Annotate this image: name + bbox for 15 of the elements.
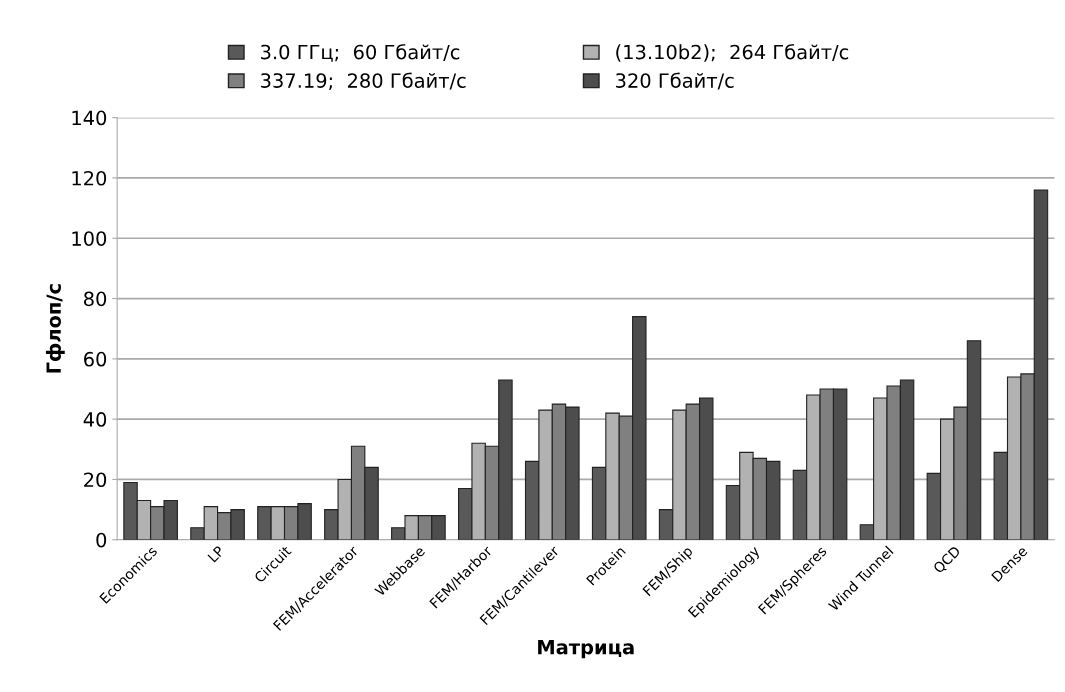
y-axis-title: Гфлоп/с xyxy=(45,284,65,373)
y-tick-label: 20 xyxy=(84,472,107,488)
y-tick-label: 60 xyxy=(84,351,107,367)
legend-label: 337.19; 280 Гбайт/с xyxy=(261,72,466,90)
legend-label: (13.10b2); 264 Гбайт/с xyxy=(616,44,849,62)
legend-label: 320 Гбайт/с xyxy=(616,72,734,90)
legend-label: 3.0 ГГц; 60 Гбайт/с xyxy=(261,44,460,62)
x-axis-title: Матрица xyxy=(538,640,634,659)
y-tick-label: 80 xyxy=(84,291,107,307)
y-tick-label: 0 xyxy=(96,532,107,548)
y-tick-label: 100 xyxy=(72,231,107,246)
y-tick-label: 40 xyxy=(83,412,107,427)
x-tick-label: LP xyxy=(207,545,225,563)
y-tick-label: 140 xyxy=(72,110,107,126)
y-tick-label: 120 xyxy=(72,170,107,186)
